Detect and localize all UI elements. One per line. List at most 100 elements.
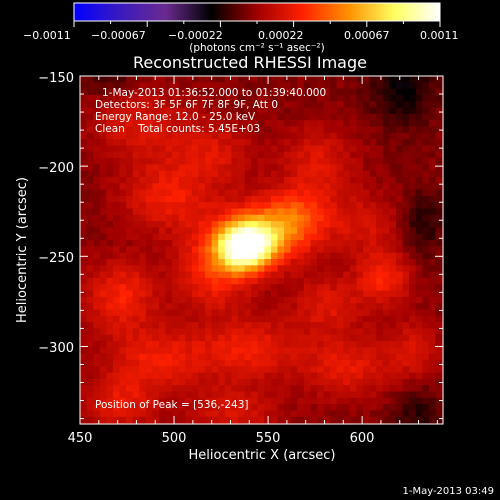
heatmap-cell xyxy=(264,240,272,247)
heatmap-cell xyxy=(205,208,213,216)
heatmap-cell xyxy=(257,277,265,285)
heatmap-cell xyxy=(376,416,384,424)
heatmap-cell xyxy=(251,202,259,210)
heatmap-cell xyxy=(139,164,147,172)
heatmap-cell xyxy=(178,164,186,172)
heatmap-cell xyxy=(277,391,285,399)
heatmap-cell xyxy=(251,303,259,311)
heatmap-cell xyxy=(323,322,331,330)
heatmap-cell xyxy=(409,334,417,342)
heatmap-cell xyxy=(99,88,107,96)
heatmap-cell xyxy=(336,252,344,260)
heatmap-cell xyxy=(224,221,232,229)
heatmap-cell xyxy=(218,353,226,361)
heatmap-cell xyxy=(402,372,410,380)
heatmap-cell xyxy=(106,391,114,399)
heatmap-cell xyxy=(211,101,219,109)
heatmap-cell xyxy=(389,347,397,355)
heatmap-cell xyxy=(205,107,213,115)
heatmap-cell xyxy=(106,113,114,121)
heatmap-cell xyxy=(409,265,417,273)
heatmap-cell xyxy=(284,341,292,348)
heatmap-cell xyxy=(290,170,298,178)
heatmap-cell xyxy=(409,347,417,355)
heatmap-cell xyxy=(93,233,101,241)
heatmap-cell xyxy=(264,334,272,342)
heatmap-cell xyxy=(126,265,134,273)
heatmap-cell xyxy=(297,189,305,197)
heatmap-cell xyxy=(270,120,279,128)
heatmap-cell xyxy=(435,416,443,424)
heatmap-cell xyxy=(277,88,285,96)
heatmap-cell xyxy=(277,164,285,172)
heatmap-cell xyxy=(428,145,437,153)
heatmap-cell xyxy=(402,126,410,134)
heatmap-cell xyxy=(369,372,377,380)
heatmap-cell xyxy=(264,378,272,386)
heatmap-cell xyxy=(99,397,107,405)
heatmap-cell xyxy=(139,290,147,298)
heatmap-cell xyxy=(356,416,364,424)
heatmap-cell xyxy=(178,107,186,115)
heatmap-cell xyxy=(382,94,390,102)
heatmap-cell xyxy=(178,334,186,342)
heatmap-cell xyxy=(257,227,265,235)
heatmap-cell xyxy=(303,303,311,311)
heatmap-cell xyxy=(369,214,377,222)
heatmap-cell xyxy=(435,290,443,298)
heatmap-cell xyxy=(231,120,239,128)
heatmap-cell xyxy=(382,259,390,266)
heatmap-cell xyxy=(172,296,180,304)
heatmap-cell xyxy=(428,265,437,273)
heatmap-cell xyxy=(172,151,180,159)
heatmap-cell xyxy=(86,101,94,109)
heatmap-cell xyxy=(382,372,390,380)
heatmap-cell xyxy=(376,246,384,254)
heatmap-cell xyxy=(152,296,160,304)
heatmap-cell xyxy=(244,328,252,336)
heatmap-cell xyxy=(80,151,88,159)
heatmap-cell xyxy=(145,277,154,285)
heatmap-cell xyxy=(237,202,246,210)
heatmap-cell xyxy=(224,290,232,298)
heatmap-cell xyxy=(172,322,180,330)
heatmap-cell xyxy=(106,303,114,311)
heatmap-cell xyxy=(86,334,94,342)
heatmap-cell xyxy=(257,271,265,279)
heatmap-cell xyxy=(119,341,127,348)
heatmap-cell xyxy=(99,94,107,102)
heatmap-cell xyxy=(303,183,311,191)
heatmap-cell xyxy=(80,189,88,197)
heatmap-cell xyxy=(244,315,252,323)
heatmap-cell xyxy=(330,113,338,121)
heatmap-cell xyxy=(428,271,437,279)
heatmap-cell xyxy=(106,359,114,367)
heatmap-cell xyxy=(93,227,101,235)
heatmap-cell xyxy=(99,259,107,266)
heatmap-cell xyxy=(316,88,325,96)
heatmap-cell xyxy=(409,315,417,323)
heatmap-cell xyxy=(316,372,325,380)
heatmap-cell xyxy=(257,113,265,121)
heatmap-cell xyxy=(244,132,252,140)
heatmap-cell xyxy=(126,366,134,374)
heatmap-cell xyxy=(112,221,121,229)
heatmap-cell xyxy=(323,309,331,317)
heatmap-cell xyxy=(145,284,154,292)
heatmap-cell xyxy=(330,227,338,235)
heatmap-cell xyxy=(158,214,167,222)
heatmap-cell xyxy=(93,296,101,304)
heatmap-cell xyxy=(349,404,358,412)
heatmap-cell xyxy=(112,214,121,222)
heatmap-cell xyxy=(152,107,160,115)
heatmap-cell xyxy=(244,214,252,222)
heatmap-cell xyxy=(422,385,430,393)
heatmap-cell xyxy=(422,366,430,374)
heatmap-cell xyxy=(119,391,127,399)
heatmap-cell xyxy=(330,416,338,424)
heatmap-cell xyxy=(336,334,344,342)
heatmap-cell xyxy=(93,378,101,386)
heatmap-cell xyxy=(185,366,193,374)
heatmap-cell xyxy=(382,151,390,159)
heatmap-cell xyxy=(152,82,160,90)
